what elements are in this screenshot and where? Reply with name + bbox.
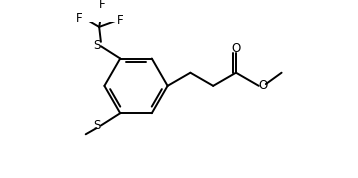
Text: F: F	[76, 12, 83, 25]
Text: S: S	[94, 119, 101, 132]
Text: O: O	[231, 42, 241, 55]
Text: F: F	[117, 14, 124, 27]
Text: S: S	[94, 39, 101, 52]
Text: O: O	[258, 79, 268, 92]
Text: F: F	[99, 0, 106, 11]
